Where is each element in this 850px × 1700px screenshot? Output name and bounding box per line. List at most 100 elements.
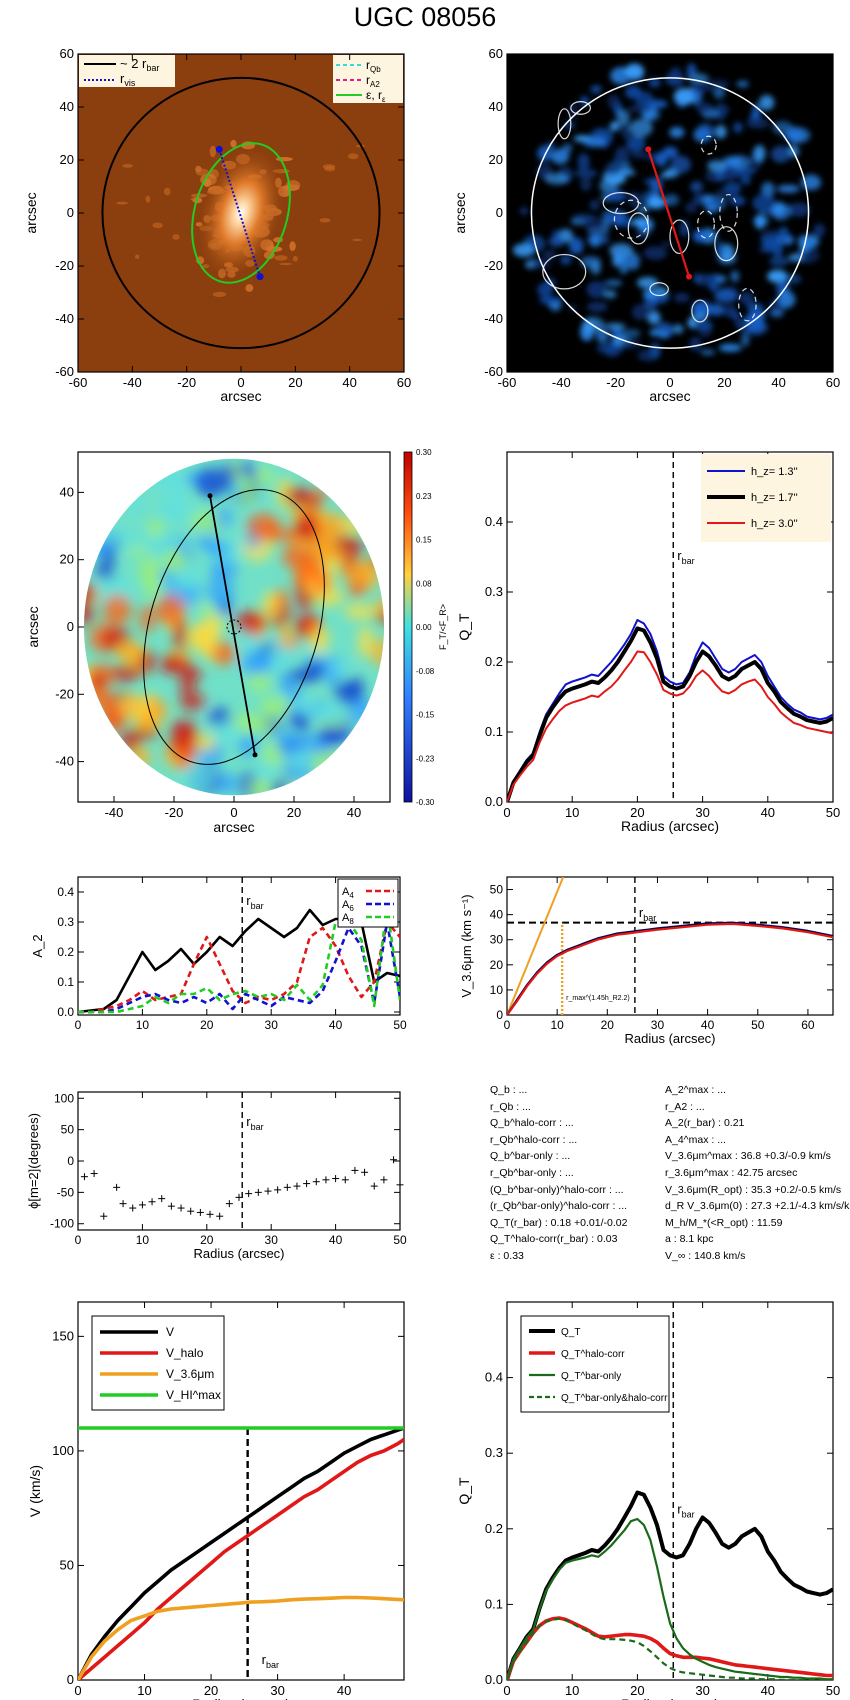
map-patch <box>84 600 94 626</box>
legend-label: V <box>166 1325 174 1339</box>
colorbar-tick-label: 0.15 <box>416 536 432 545</box>
colorbar-tick-label: 0.23 <box>416 492 432 501</box>
rmax-label: r_max^(1.45h_R2.2) <box>566 995 630 1002</box>
y-tick-label: -20 <box>55 686 74 701</box>
residual-blob <box>708 198 722 205</box>
residual-blob <box>685 201 698 214</box>
amplitude-line <box>78 905 400 1014</box>
map-patch <box>329 660 351 678</box>
parameter-row: ε : 0.33 <box>490 1249 524 1262</box>
x-tick-label: 10 <box>565 1683 579 1698</box>
parameter-row: d_R V_3.6μm(0) : 27.3 +2.1/-4.3 km/s/kpc <box>665 1200 850 1213</box>
map-patch <box>313 702 346 725</box>
ellipse-fit <box>191 142 291 284</box>
qt-series-line <box>507 626 833 802</box>
y-tick-label: 0.0 <box>485 794 503 809</box>
x-tick-label: -20 <box>165 805 184 820</box>
residual-blob <box>696 122 715 141</box>
colorbar-tick-label: 0.30 <box>416 448 432 457</box>
plot-frame <box>77 1301 405 1681</box>
colorbar-tick-label: 0.08 <box>416 579 432 588</box>
y-tick-label: 0.0 <box>57 1005 74 1019</box>
phase-point <box>177 1204 185 1212</box>
parameter-row: V_3.6μm(R_opt) : 35.3 +0.2/-0.5 km/s <box>665 1183 842 1196</box>
bar-end-marker <box>252 752 258 758</box>
phase-point <box>341 1176 349 1184</box>
residual-blob <box>660 241 673 248</box>
map-patch <box>102 594 132 626</box>
y-tick-label: 150 <box>52 1328 74 1343</box>
contour <box>602 192 640 215</box>
residual-blob <box>767 269 788 283</box>
residual-blob <box>572 213 594 223</box>
map-patch <box>166 656 191 672</box>
residual-blob <box>740 173 752 186</box>
residual-blob <box>530 262 552 269</box>
phase-point <box>293 1182 301 1190</box>
x-tick-label: 20 <box>601 1018 615 1032</box>
phase-point <box>129 1204 137 1212</box>
velocity-line <box>78 1426 404 1680</box>
contour <box>738 287 757 322</box>
x-tick-label: -40 <box>105 805 124 820</box>
parameter-row: Q_b^bar-only : ... <box>490 1150 571 1163</box>
residual-blob <box>738 292 755 305</box>
map-patch <box>247 778 274 796</box>
map-patch <box>259 696 291 719</box>
parameter-row: Q_T(r_bar) : 0.18 +0.01/-0.02 <box>490 1216 628 1229</box>
phase-point <box>206 1210 214 1218</box>
x-tick-label: 40 <box>347 805 361 820</box>
qt-decomposition-line <box>507 1490 833 1680</box>
residual-blob <box>635 91 654 109</box>
map-patch <box>179 676 196 695</box>
y-tick-label: 0.2 <box>57 945 74 959</box>
phase-point <box>167 1202 175 1210</box>
map-patch <box>115 640 134 662</box>
galaxy-blob <box>152 222 163 229</box>
parameter-row: (r_Qb^bar-only)^halo-corr : ... <box>490 1200 628 1213</box>
plot-frame <box>506 876 834 1016</box>
map-patch <box>84 582 97 602</box>
residual-blob <box>560 254 572 265</box>
galaxy-blob <box>322 164 336 169</box>
phase-point <box>303 1180 311 1188</box>
residual-blob <box>662 146 678 158</box>
residual-blob <box>689 337 702 352</box>
x-tick-label: 20 <box>630 1683 644 1698</box>
x-tick-label: 0 <box>504 1018 511 1032</box>
galaxy-blob <box>279 262 293 266</box>
map-patch <box>349 697 375 724</box>
map-patch <box>93 689 115 713</box>
map-patch <box>183 761 214 793</box>
x-tick-label: 0 <box>230 805 237 820</box>
residual-blob <box>692 304 707 314</box>
contour <box>557 108 572 140</box>
map-patch <box>179 692 205 711</box>
galaxy-blobs <box>116 139 365 298</box>
x-axis-label: arcsec <box>220 388 261 404</box>
residual-blob <box>596 342 619 354</box>
phase-point <box>283 1183 291 1191</box>
x-tick-label: 20 <box>200 1018 214 1032</box>
map-patch <box>291 697 322 714</box>
phase-point <box>187 1207 195 1215</box>
map-patch <box>133 726 159 740</box>
residual-blob <box>673 324 684 334</box>
colorbar-tick-label: -0.23 <box>416 754 435 763</box>
residual-blob <box>649 195 660 208</box>
residual-blob <box>512 243 535 258</box>
phase-point <box>370 1182 378 1190</box>
map-patch <box>118 694 148 719</box>
x-tick-label: -60 <box>498 375 517 390</box>
residual-blob <box>753 215 769 228</box>
x-tick-label: 40 <box>329 1018 343 1032</box>
y-tick-label: 0.3 <box>485 584 503 599</box>
plot-frame <box>506 1301 834 1681</box>
residual-blob <box>693 273 702 283</box>
residual-blob <box>753 144 766 162</box>
y-tick-label: 0.0 <box>485 1672 503 1687</box>
parameter-row: A_2^max : ... <box>665 1084 726 1096</box>
galaxy-blob <box>145 195 151 203</box>
x-tick-label: 20 <box>287 805 301 820</box>
galaxy-blob <box>289 241 296 252</box>
